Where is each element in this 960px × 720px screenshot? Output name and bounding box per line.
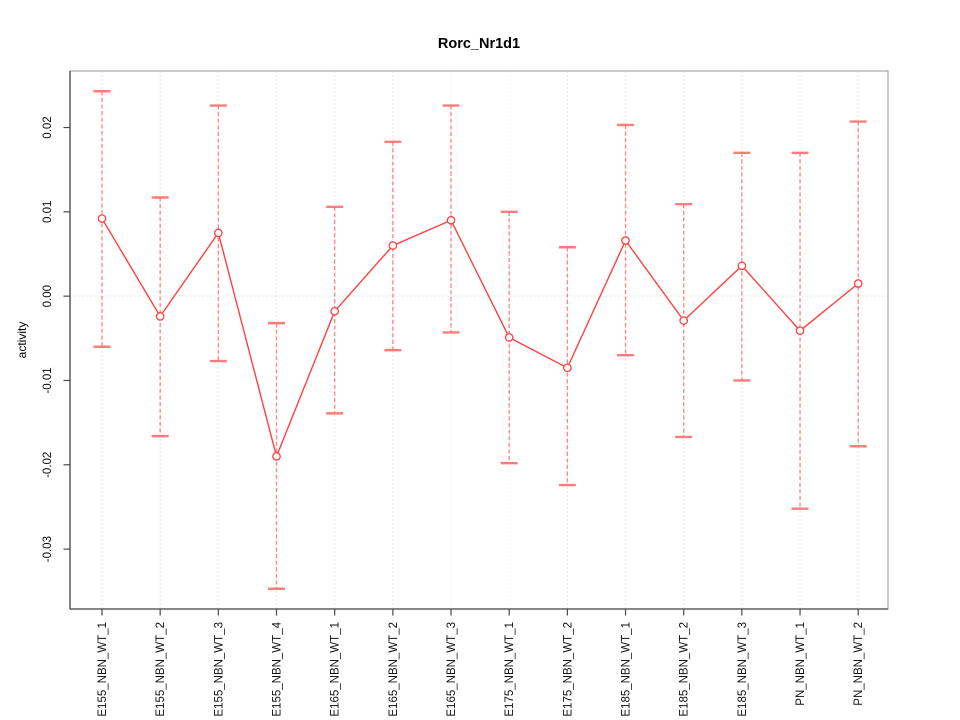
- svg-text:E185_NBN_WT_3: E185_NBN_WT_3: [737, 622, 749, 717]
- svg-text:E155_NBN_WT_1: E155_NBN_WT_1: [97, 622, 109, 717]
- svg-text:E165_NBN_WT_2: E165_NBN_WT_2: [388, 622, 400, 717]
- svg-text:0.00: 0.00: [42, 285, 54, 307]
- svg-text:E155_NBN_WT_3: E155_NBN_WT_3: [213, 622, 225, 717]
- svg-text:E185_NBN_WT_2: E185_NBN_WT_2: [679, 622, 691, 717]
- chart-title: Rorc_Nr1d1: [437, 36, 521, 52]
- svg-text:E175_NBN_WT_1: E175_NBN_WT_1: [504, 622, 516, 717]
- svg-text:-0.03: -0.03: [42, 536, 54, 562]
- svg-text:-0.02: -0.02: [42, 452, 54, 478]
- svg-text:0.02: 0.02: [42, 116, 54, 138]
- svg-text:E165_NBN_WT_3: E165_NBN_WT_3: [446, 622, 458, 717]
- plot-box: [69, 70, 889, 610]
- svg-text:0.01: 0.01: [42, 201, 54, 223]
- series-line: [101, 218, 859, 459]
- svg-text:-0.01: -0.01: [42, 367, 54, 393]
- data-points: [97, 214, 863, 461]
- error-bars: [93, 90, 867, 590]
- svg-text:PN_NBN_WT_2: PN_NBN_WT_2: [853, 622, 865, 706]
- y-axis-ticks: 0.02 0.01 0.00 -0.01 -0.02 -0.03: [42, 116, 70, 562]
- svg-text:E175_NBN_WT_2: E175_NBN_WT_2: [562, 622, 574, 717]
- svg-text:E185_NBN_WT_1: E185_NBN_WT_1: [621, 622, 633, 717]
- svg-text:PN_NBN_WT_1: PN_NBN_WT_1: [795, 622, 807, 706]
- y-axis-label: activity: [15, 321, 29, 359]
- svg-text:E155_NBN_WT_2: E155_NBN_WT_2: [155, 622, 167, 717]
- x-axis-ticks: E155_NBN_WT_1 E155_NBN_WT_2 E155_NBN_WT_3 E…: [97, 609, 865, 717]
- svg-text:E165_NBN_WT_1: E165_NBN_WT_1: [330, 622, 342, 717]
- svg-text:E155_NBN_WT_4: E155_NBN_WT_4: [272, 621, 284, 716]
